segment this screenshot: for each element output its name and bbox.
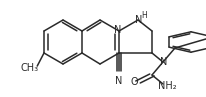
Text: NH₂: NH₂: [158, 81, 176, 91]
Text: N: N: [114, 25, 122, 35]
Text: N: N: [115, 76, 123, 86]
Text: CH₃: CH₃: [21, 63, 39, 73]
Text: N: N: [160, 57, 168, 67]
Text: H: H: [141, 11, 147, 20]
Text: N: N: [135, 15, 143, 25]
Text: O: O: [130, 77, 138, 87]
